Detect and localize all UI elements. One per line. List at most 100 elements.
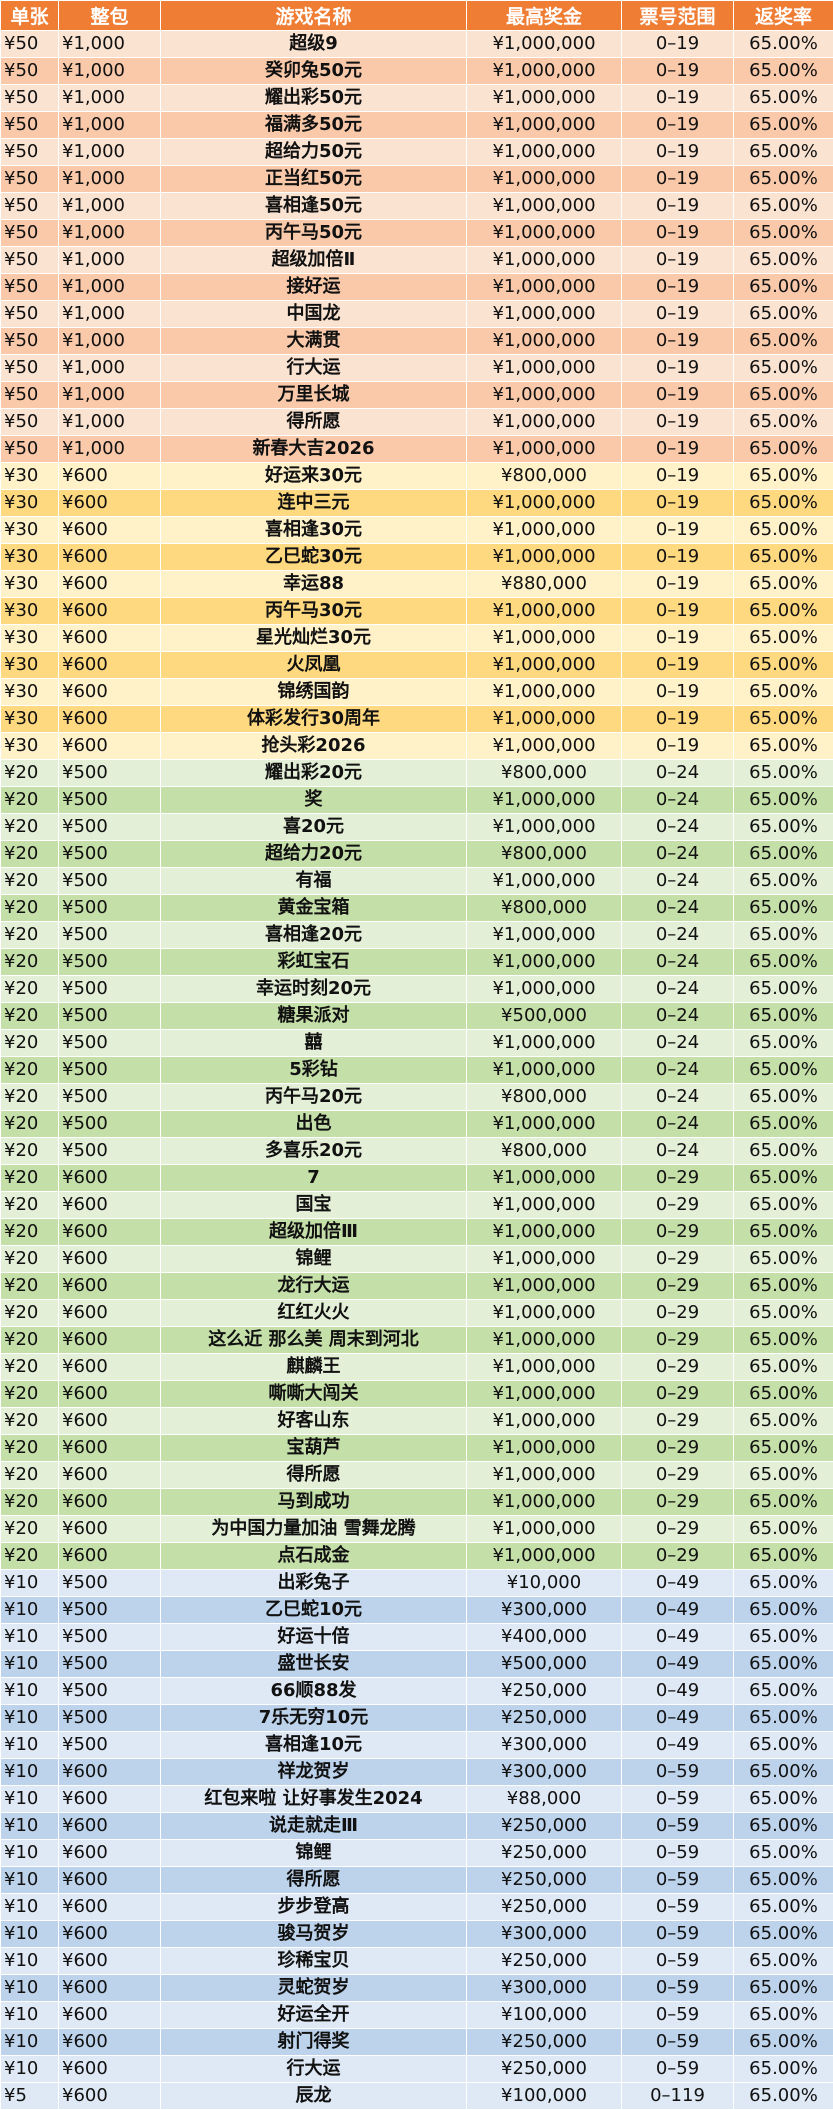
unit-price-cell: ¥10	[1, 1678, 59, 1705]
ticket-range-cell: 0–29	[622, 1300, 734, 1327]
top-prize-cell: ¥250,000	[467, 1840, 622, 1867]
top-prize-cell: ¥1,000,000	[467, 1435, 622, 1462]
game-name-cell: 锦绣国韵	[161, 679, 467, 706]
unit-price-cell: ¥10	[1, 1840, 59, 1867]
ticket-range-cell: 0–19	[622, 652, 734, 679]
game-name-cell: 奖	[161, 787, 467, 814]
top-prize-cell: ¥1,000,000	[467, 139, 622, 166]
unit-price-cell: ¥50	[1, 112, 59, 139]
pack-price-cell: ¥600	[59, 1759, 161, 1786]
pack-price-cell: ¥500	[59, 1084, 161, 1111]
top-prize-cell: ¥300,000	[467, 1759, 622, 1786]
payout-rate-cell: 65.00%	[734, 1165, 833, 1192]
game-name-cell: 火凤凰	[161, 652, 467, 679]
top-prize-cell: ¥1,000,000	[467, 1300, 622, 1327]
top-prize-cell: ¥1,000,000	[467, 1462, 622, 1489]
unit-price-cell: ¥50	[1, 328, 59, 355]
game-name-cell: 行大运	[161, 355, 467, 382]
unit-price-cell: ¥10	[1, 2029, 59, 2056]
payout-rate-cell: 65.00%	[734, 922, 833, 949]
top-prize-cell: ¥1,000,000	[467, 814, 622, 841]
ticket-range-cell: 0–19	[622, 301, 734, 328]
pack-price-cell: ¥500	[59, 1138, 161, 1165]
payout-rate-cell: 65.00%	[734, 1597, 833, 1624]
top-prize-cell: ¥1,000,000	[467, 1057, 622, 1084]
ticket-range-cell: 0–19	[622, 85, 734, 112]
game-name-cell: 锦鲤	[161, 1246, 467, 1273]
pack-price-cell: ¥1,000	[59, 409, 161, 436]
ticket-range-cell: 0–59	[622, 1867, 734, 1894]
payout-rate-cell: 65.00%	[734, 1246, 833, 1273]
payout-rate-cell: 65.00%	[734, 1192, 833, 1219]
pack-price-cell: ¥500	[59, 895, 161, 922]
pack-price-cell: ¥1,000	[59, 166, 161, 193]
unit-price-cell: ¥10	[1, 2002, 59, 2029]
ticket-range-cell: 0–19	[622, 517, 734, 544]
pack-price-cell: ¥500	[59, 1705, 161, 1732]
payout-rate-cell: 65.00%	[734, 1840, 833, 1867]
payout-rate-cell: 65.00%	[734, 814, 833, 841]
unit-price-cell: ¥10	[1, 1894, 59, 1921]
game-name-cell: 麒麟王	[161, 1354, 467, 1381]
ticket-range-cell: 0–59	[622, 1786, 734, 1813]
payout-rate-cell: 65.00%	[734, 1570, 833, 1597]
ticket-range-cell: 0–19	[622, 382, 734, 409]
unit-price-cell: ¥20	[1, 1543, 59, 1570]
top-prize-cell: ¥250,000	[467, 2029, 622, 2056]
pack-price-cell: ¥600	[59, 2056, 161, 2083]
payout-rate-cell: 65.00%	[734, 166, 833, 193]
pack-price-cell: ¥600	[59, 517, 161, 544]
top-prize-cell: ¥1,000,000	[467, 1408, 622, 1435]
ticket-range-cell: 0–49	[622, 1624, 734, 1651]
pack-price-cell: ¥600	[59, 733, 161, 760]
pack-price-cell: ¥1,000	[59, 220, 161, 247]
payout-rate-cell: 65.00%	[734, 1867, 833, 1894]
game-name-cell: 喜20元	[161, 814, 467, 841]
top-prize-cell: ¥1,000,000	[467, 949, 622, 976]
unit-price-cell: ¥10	[1, 1570, 59, 1597]
ticket-range-cell: 0–49	[622, 1732, 734, 1759]
game-name-cell: 喜相逢30元	[161, 517, 467, 544]
game-name-cell: 66顺88发	[161, 1678, 467, 1705]
game-name-cell: 大满贯	[161, 328, 467, 355]
game-name-cell: 正当红50元	[161, 166, 467, 193]
pack-price-cell: ¥600	[59, 1894, 161, 1921]
ticket-range-cell: 0–24	[622, 895, 734, 922]
payout-rate-cell: 65.00%	[734, 328, 833, 355]
ticket-range-cell: 0–29	[622, 1462, 734, 1489]
game-name-cell: 喜相逢20元	[161, 922, 467, 949]
ticket-range-cell: 0–19	[622, 58, 734, 85]
top-prize-cell: ¥250,000	[467, 1813, 622, 1840]
unit-price-cell: ¥10	[1, 1975, 59, 2002]
pack-price-cell: ¥600	[59, 571, 161, 598]
ticket-range-cell: 0–29	[622, 1327, 734, 1354]
pack-price-cell: ¥1,000	[59, 274, 161, 301]
top-prize-cell: ¥880,000	[467, 571, 622, 598]
unit-price-cell: ¥30	[1, 625, 59, 652]
pack-price-cell: ¥1,000	[59, 193, 161, 220]
top-prize-cell: ¥1,000,000	[467, 220, 622, 247]
ticket-range-cell: 0–24	[622, 868, 734, 895]
ticket-range-cell: 0–119	[622, 2083, 734, 2110]
ticket-range-cell: 0–59	[622, 2029, 734, 2056]
game-name-cell: 马到成功	[161, 1489, 467, 1516]
payout-rate-cell: 65.00%	[734, 2029, 833, 2056]
unit-price-cell: ¥50	[1, 247, 59, 274]
unit-price-cell: ¥20	[1, 1489, 59, 1516]
top-prize-cell: ¥1,000,000	[467, 1246, 622, 1273]
